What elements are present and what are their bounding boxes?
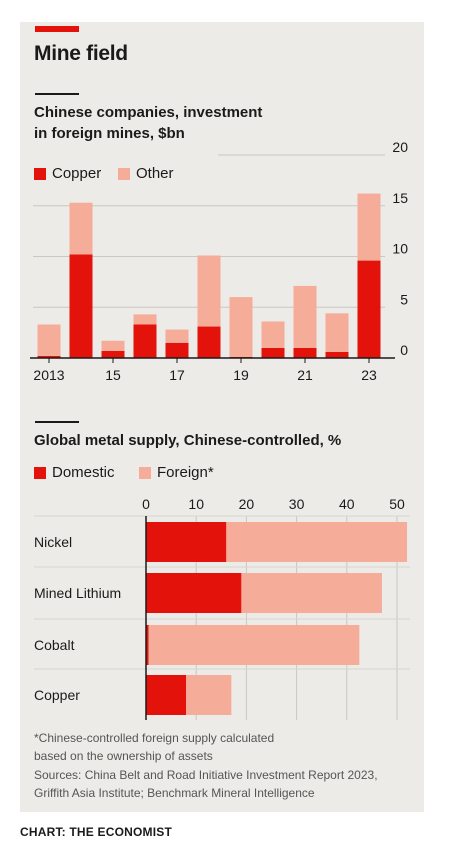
bar-other-2017 — [165, 329, 189, 343]
x-tick-label: 10 — [188, 496, 204, 512]
x-tick-label: 30 — [289, 496, 305, 512]
bar-copper-2023 — [357, 260, 381, 358]
bar-foreign-nickel — [226, 522, 408, 562]
row-label-mined-lithium: Mined Lithium — [34, 585, 121, 601]
bar-domestic-nickel — [146, 522, 227, 562]
brand-tag — [35, 26, 79, 32]
x-tick-label: 15 — [105, 367, 121, 383]
metal-supply-chart: 0 10 20 30 40 50 Nickel Mined Lithium Cobalt Copp… — [34, 496, 410, 720]
x-tick-label: 19 — [233, 367, 249, 383]
legend-label-other: Other — [136, 165, 174, 182]
y-tick-label: 5 — [400, 291, 408, 307]
chart1-title-rule — [35, 93, 79, 95]
legend-swatch-other — [118, 168, 130, 180]
bar-domestic-cobalt — [146, 625, 149, 665]
chart2-title-rule — [35, 421, 79, 423]
bar-other-2021 — [293, 285, 317, 348]
bar-copper-2017 — [165, 342, 189, 358]
bar-copper-2014 — [69, 254, 93, 358]
y-tick-label: 15 — [392, 190, 408, 206]
bar-other-2019 — [229, 297, 253, 357]
bar-copper-2020 — [261, 347, 285, 358]
x-tick-label: 21 — [297, 367, 313, 383]
y-tick-label: 20 — [392, 139, 408, 155]
x-tick-label: 20 — [239, 496, 255, 512]
bar-domestic-mined-lithium — [146, 573, 242, 613]
chart1-title-line2: in foreign mines, $bn — [34, 125, 185, 142]
row-label-copper: Copper — [34, 687, 80, 703]
bar-other-2023 — [357, 193, 381, 261]
sources-line2: Griffith Asia Institute; Benchmark Miner… — [34, 786, 315, 800]
bar-other-2013 — [37, 324, 61, 356]
bar-other-2018 — [197, 255, 221, 327]
chart-credit: CHART: THE ECONOMIST — [20, 825, 172, 839]
x-tick-label: 23 — [361, 367, 377, 383]
bar-other-2020 — [261, 321, 285, 348]
x-tick-label: 17 — [169, 367, 185, 383]
legend-swatch-copper — [34, 168, 46, 180]
legend-swatch-domestic — [34, 467, 46, 479]
bar-copper-2018 — [197, 326, 221, 358]
legend-swatch-foreign — [139, 467, 151, 479]
sources-line1: Sources: China Belt and Road Initiative … — [34, 768, 378, 782]
footnote-line1: *Chinese-controlled foreign supply calcu… — [34, 731, 275, 745]
bar-domestic-copper — [146, 675, 187, 715]
bar-copper-2016 — [133, 324, 157, 358]
bar-copper-2013 — [37, 355, 61, 358]
bar-other-2015 — [101, 340, 125, 351]
bar-copper-2021 — [293, 347, 317, 358]
footnote-line2: based on the ownership of assets — [34, 749, 213, 763]
bar-foreign-mined-lithium — [241, 573, 382, 613]
chart1-title-line1: Chinese companies, investment — [34, 104, 263, 121]
legend-label-domestic: Domestic — [52, 464, 115, 481]
legend-label-copper: Copper — [52, 165, 102, 182]
bar-foreign-copper — [186, 675, 232, 715]
chart2-title: Global metal supply, Chinese-controlled,… — [34, 432, 342, 449]
legend-label-foreign: Foreign* — [157, 464, 214, 481]
x-tick-label: 50 — [389, 496, 405, 512]
page-title: Mine field — [34, 42, 128, 65]
x-tick-label: 2013 — [33, 367, 64, 383]
y-tick-label: 10 — [392, 241, 408, 257]
bar-other-2016 — [133, 314, 157, 325]
bar-copper-2022 — [325, 351, 349, 358]
bar-other-2014 — [69, 202, 93, 255]
x-tick-label: 40 — [339, 496, 355, 512]
bar-foreign-cobalt — [148, 625, 360, 665]
bar-copper-2015 — [101, 350, 125, 358]
x-tick-label: 0 — [142, 496, 150, 512]
row-label-cobalt: Cobalt — [34, 637, 75, 653]
bar-other-2022 — [325, 313, 349, 352]
row-label-nickel: Nickel — [34, 534, 72, 550]
investment-chart: 0 5 10 15 20 2013 15 17 19 21 23 — [30, 139, 408, 383]
y-tick-label: 0 — [400, 342, 408, 358]
